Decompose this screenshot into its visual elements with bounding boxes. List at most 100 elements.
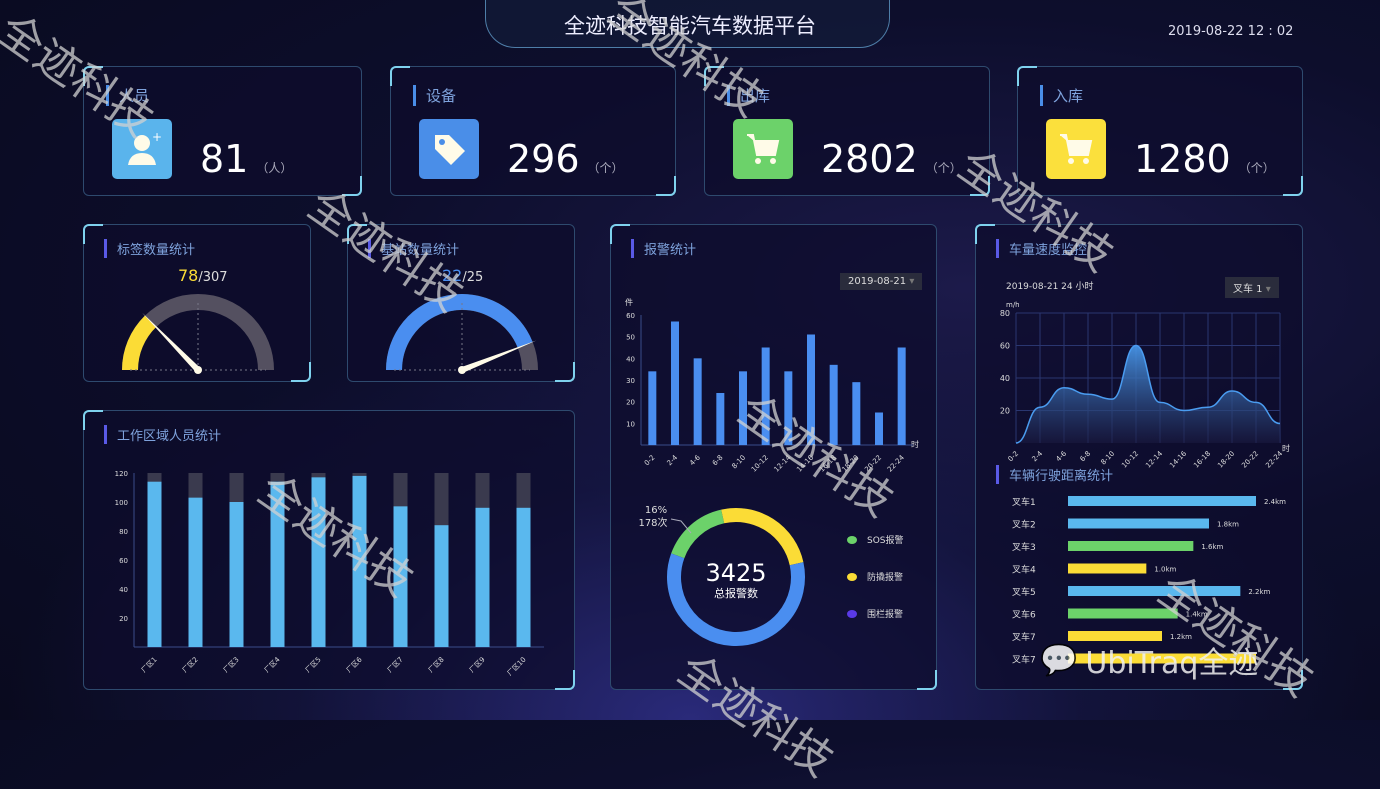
x-tick-label: 20-22 <box>1240 450 1260 470</box>
donut-total-label: 总报警数 <box>714 586 758 600</box>
title-banner <box>485 0 890 48</box>
y-tick-label: 20 <box>119 615 128 623</box>
donut-annotation-count: 178次 <box>638 516 667 529</box>
y-tick-label: 60 <box>1000 342 1010 351</box>
gauge-current: 22 <box>442 266 462 285</box>
dropdown-arrow-icon: ▾ <box>909 276 915 287</box>
x-tick-label: 4-6 <box>688 453 702 467</box>
x-tick-label: 20-22 <box>863 454 883 474</box>
bar <box>852 382 861 445</box>
x-tick-label: 厂区9 <box>468 656 487 675</box>
distance-bar <box>1068 541 1194 551</box>
x-tick-label: 厂区6 <box>345 655 364 674</box>
y-tick-label: 120 <box>115 470 128 478</box>
bar <box>829 364 838 445</box>
donut-slice <box>667 553 805 646</box>
y-tick-label: 10 <box>626 420 635 428</box>
y-tick-label: 80 <box>1000 309 1010 318</box>
bar <box>393 506 408 647</box>
distance-bar <box>1068 563 1147 574</box>
x-tick-label: 厂区8 <box>427 656 446 675</box>
alarm-panel: 报警统计 2019-08-21 ▾ 件时 10 20 30 40 50 60 0-2 2-4 4-… <box>610 224 937 690</box>
stat-card: 设备 296 （个） <box>390 66 676 196</box>
x-tick-label: 厂区1 <box>140 656 159 675</box>
gauge-value: 78/307 <box>178 266 228 285</box>
card-number: 1280 <box>1134 137 1231 181</box>
x-tick-label: 2-4 <box>665 453 679 467</box>
donut-slice <box>671 509 725 559</box>
bar-category-label: 叉车2 <box>1012 519 1036 531</box>
card-unit: （人） <box>256 161 293 175</box>
distance-label: 1.2km <box>1170 633 1192 641</box>
vehicle-select[interactable]: 叉车 1 ▾ <box>1225 277 1279 298</box>
bar <box>475 507 490 647</box>
stat-card: 人员 +81 （人） <box>83 66 362 196</box>
bar <box>516 507 531 647</box>
legend-label: 围栏报警 <box>867 608 903 620</box>
y-tick-label: 40 <box>119 586 128 594</box>
panel-title: 车辆行驶距离统计 <box>996 465 1113 484</box>
legend-marker <box>847 610 857 618</box>
gauge-total: /25 <box>462 270 483 285</box>
x-tick-label: 18-20 <box>841 454 861 474</box>
station-gauge-panel: 基站数量统计 22/25 <box>347 224 575 382</box>
svg-text:+: + <box>152 130 162 144</box>
user-add-icon: + <box>112 119 172 179</box>
x-tick-label: 0-2 <box>643 454 657 468</box>
bar <box>807 334 815 445</box>
y-tick-label: 30 <box>626 377 635 385</box>
x-tick-label: 厂区7 <box>386 656 405 675</box>
wechat-icon: 💬 <box>1040 642 1078 678</box>
card-value: 1280 （个） <box>1134 137 1275 181</box>
bar-category-label: 叉车7 <box>1012 654 1036 666</box>
cart-icon <box>733 119 793 179</box>
date-select-value: 2019-08-21 <box>848 276 907 287</box>
speed-area <box>1016 345 1280 443</box>
bar-category-label: 叉车5 <box>1012 586 1036 598</box>
distance-bar <box>1068 518 1209 529</box>
logo-text: UbiTraq全迹 <box>1085 646 1259 681</box>
bar-category-label: 叉车7 <box>1012 631 1036 643</box>
gauge: 78/307 <box>122 266 274 374</box>
y-tick-label: 100 <box>115 499 128 507</box>
y-tick-label: 80 <box>119 528 128 536</box>
y-tick-label: 50 <box>626 334 635 342</box>
distance-label: 2.2km <box>1248 588 1270 596</box>
bar <box>188 497 203 647</box>
bar <box>434 525 449 647</box>
distance-bar <box>1068 653 1256 664</box>
gauge-fill <box>122 315 157 371</box>
x-tick-label: 厂区3 <box>222 656 241 675</box>
x-tick-label: 4-6 <box>1054 449 1068 463</box>
distance-label: 1.6km <box>1201 543 1223 551</box>
y-tick-label: 60 <box>119 557 128 565</box>
donut-annotation-pct: 16% <box>645 505 667 516</box>
legend-marker <box>847 536 857 544</box>
distance-bar <box>1068 608 1178 619</box>
date-select[interactable]: 2019-08-21 ▾ <box>840 273 923 290</box>
y-tick-label: 20 <box>626 399 635 407</box>
annotation-leader <box>670 518 692 534</box>
x-tick-label: 14-16 <box>1168 449 1188 469</box>
legend-label: 防撬报警 <box>867 571 903 583</box>
area-staff-chart: 20 40 60 80 100 120 厂区1 厂区2 厂区3 厂区4 厂区5 厂区6 厂区7 厂区8 厂区… <box>115 470 544 677</box>
card-label: 设备 <box>413 85 456 106</box>
x-tick-label: 8-10 <box>730 454 747 471</box>
card-unit: （个） <box>587 161 624 175</box>
card-label: 人员 <box>106 85 149 106</box>
bar <box>761 347 770 445</box>
x-tick-label: 6-8 <box>711 454 725 468</box>
card-value: 2802 （个） <box>821 137 962 181</box>
stat-card: 出库 2802 （个） <box>704 66 990 196</box>
bar <box>693 358 702 445</box>
panel-title: 基站数量统计 <box>368 239 459 258</box>
card-unit: （个） <box>925 161 962 175</box>
y-tick-label: 40 <box>1000 374 1010 383</box>
x-tick-label: 14-16 <box>795 453 815 473</box>
gauge-value: 22/25 <box>442 266 483 285</box>
distance-bar <box>1068 586 1241 596</box>
bar-category-label: 叉车4 <box>1012 564 1036 576</box>
bar-category-label: 叉车6 <box>1012 609 1036 621</box>
distance-bar <box>1068 631 1162 641</box>
dropdown-arrow-icon: ▾ <box>1265 284 1271 295</box>
